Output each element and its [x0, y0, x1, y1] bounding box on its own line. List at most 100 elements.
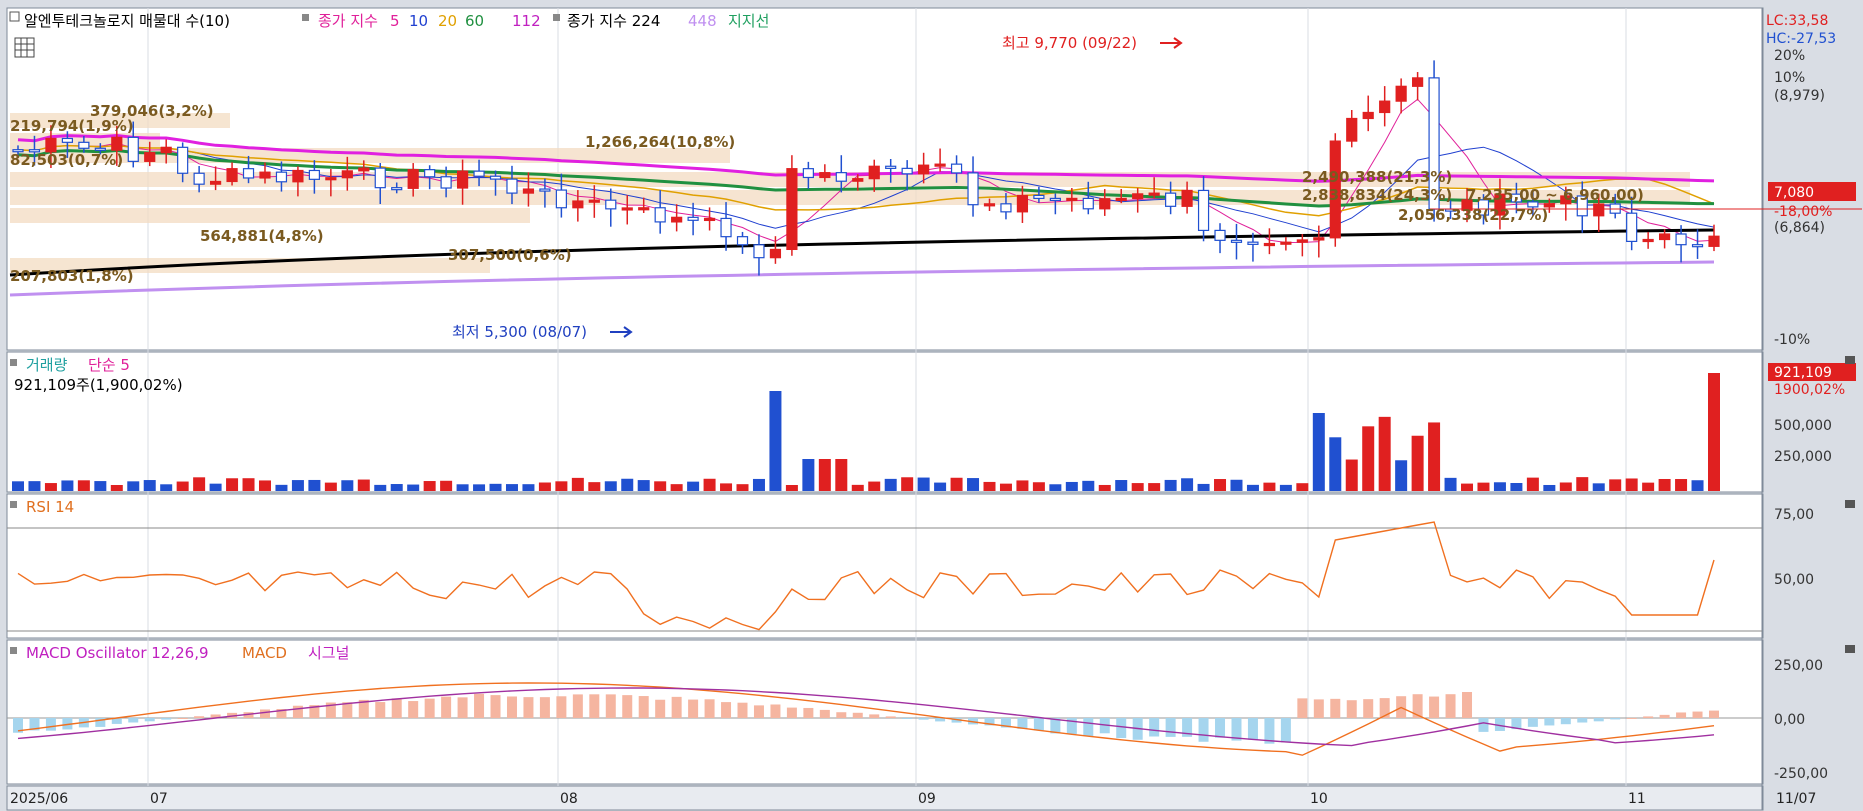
high-annotation: 최고 9,770 (09/22) — [1002, 34, 1137, 52]
candle-body-33 — [555, 189, 567, 209]
candlesticks[interactable] — [12, 60, 1720, 276]
rsi-close-icon — [1845, 500, 1855, 508]
volume-legend-icon — [10, 359, 17, 366]
macd-bar-86 — [1429, 696, 1440, 718]
macd-bar-22 — [375, 702, 386, 718]
price-axis-10pct: 10% — [1774, 70, 1805, 86]
x-label-08: 08 — [560, 791, 578, 807]
candle-body-53 — [885, 165, 897, 169]
macd-bar-12 — [210, 714, 221, 718]
candle-body-30 — [506, 178, 518, 194]
macd-tick-250: 250,00 — [1774, 658, 1823, 674]
volume-bar-63 — [1049, 484, 1062, 491]
grid-table-icon[interactable] — [14, 37, 35, 58]
volume-bar-71 — [1181, 478, 1194, 491]
low-arrow-icon — [610, 326, 633, 338]
candle-body-24 — [407, 169, 419, 189]
macd-bar-40 — [671, 696, 682, 718]
candle-body-52 — [868, 165, 880, 180]
rsi-panel[interactable] — [6, 493, 1764, 639]
volume-bar-13 — [226, 478, 239, 491]
macd-bar-88 — [1462, 692, 1473, 718]
volume-bar-0 — [12, 481, 24, 491]
volume-bar-39 — [654, 481, 667, 491]
volume-bar-44 — [736, 484, 749, 491]
macd-bar-43 — [721, 702, 732, 718]
volume-bar-3 — [61, 480, 74, 491]
panel-close-icons[interactable] — [1845, 356, 1855, 653]
volume-bar-80 — [1329, 437, 1342, 491]
macd-bar-7 — [128, 718, 139, 723]
macd-bar-24 — [408, 701, 419, 718]
ma-period-20: 20 — [438, 12, 457, 30]
candle-body-78 — [1296, 239, 1308, 243]
macd-bar-56 — [935, 718, 946, 722]
candle-body-54 — [901, 167, 913, 175]
volume-bar-41 — [687, 481, 700, 491]
volume-bar-91 — [1510, 483, 1523, 491]
macd-bar-97 — [1610, 718, 1621, 720]
candle-body-73 — [1214, 229, 1226, 241]
volume-bar-53 — [884, 478, 897, 491]
vp-label-6: 2,838,834(24,3%) — [1302, 186, 1452, 204]
volume-bar-102 — [1691, 480, 1704, 491]
volume-bar-25 — [423, 481, 436, 491]
stock-name-label[interactable]: 알엔투테크놀로지 매물대 수(10) — [24, 12, 230, 30]
rsi-tick-75: 75,00 — [1774, 507, 1814, 523]
macd-bar-19 — [325, 702, 336, 718]
candle-body-32 — [539, 188, 551, 192]
volume-value-tag — [1768, 363, 1856, 381]
rsi-line[interactable] — [17, 521, 1715, 631]
volume-bar-84 — [1395, 460, 1408, 491]
volume-bars[interactable] — [12, 373, 1720, 491]
volume-close-icon — [1845, 356, 1855, 364]
x-label-07: 07 — [150, 791, 168, 807]
candle-body-88 — [1461, 199, 1473, 211]
macd-oscillator[interactable] — [13, 682, 1719, 756]
macd-bar-47 — [786, 707, 797, 718]
macd-bar-41 — [688, 699, 699, 718]
macd-bar-91 — [1511, 718, 1522, 730]
volume-bar-1 — [28, 481, 41, 491]
volume-bar-64 — [1065, 481, 1078, 491]
volume-bar-45 — [752, 478, 765, 491]
macd-bar-32 — [539, 697, 550, 718]
macd-bar-77 — [1280, 718, 1291, 743]
candle-body-50 — [835, 172, 847, 182]
macd-title: MACD Oscillator 12,26,9 — [26, 644, 209, 662]
macd-bar-99 — [1643, 716, 1654, 718]
menu-icon[interactable] — [9, 11, 20, 22]
candle-body-69 — [1148, 192, 1160, 196]
candle-body-76 — [1263, 242, 1276, 247]
candle-body-6 — [111, 136, 123, 151]
vp-label-9: 564,881(4,8%) — [200, 227, 324, 245]
candle-body-10 — [177, 146, 189, 174]
volume-bar-93 — [1543, 484, 1556, 491]
volume-bar-48 — [802, 459, 815, 491]
volume-bar-14 — [242, 478, 255, 491]
macd-bar-6 — [111, 718, 122, 724]
volume-bar-72 — [1197, 483, 1210, 491]
vp-label-3: 82,503(0,7%) — [10, 151, 123, 169]
volume-bar-51 — [851, 484, 864, 491]
candle-body-92 — [1527, 201, 1539, 208]
macd-bar-103 — [1709, 710, 1719, 718]
vp-label-7: 7,235,00 ~ 6,960,00) — [1466, 186, 1644, 204]
volume-bar-90 — [1493, 482, 1506, 491]
macd-line — [17, 682, 1715, 756]
volume-bar-83 — [1378, 416, 1391, 491]
volume-bar-74 — [1230, 479, 1243, 491]
candle-body-59 — [983, 203, 996, 207]
volume-panel[interactable] — [6, 351, 1764, 493]
candle-body-96 — [1593, 203, 1605, 217]
macd-bar-44 — [737, 702, 748, 718]
macd-bar-29 — [490, 695, 501, 718]
macd-bar-63 — [1050, 718, 1061, 734]
vp-label-5: 2,490,388(21,3%) — [1302, 168, 1452, 186]
volume-tick-500k: 500,000 — [1774, 418, 1832, 434]
ma2-legend-icon — [553, 14, 560, 21]
volume-title: 거래량 — [26, 356, 68, 374]
hc-readout: HC:-27,53 — [1766, 31, 1836, 47]
candle-body-39 — [654, 207, 666, 223]
